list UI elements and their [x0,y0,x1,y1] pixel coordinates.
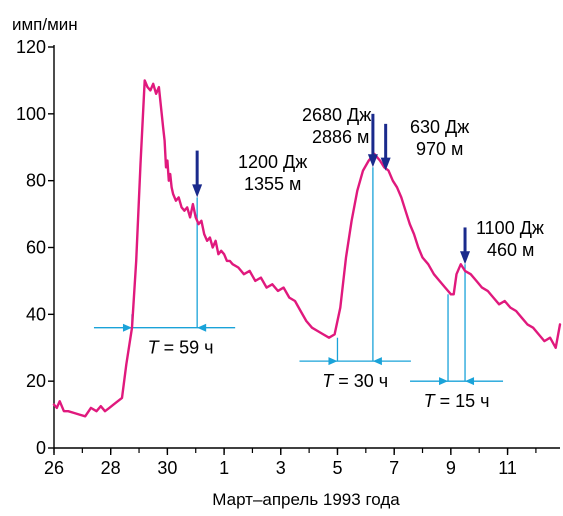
interval-3: T = 15 ч [410,294,504,411]
x-tick-label: 28 [101,458,121,478]
x-tick-label: 9 [446,458,456,478]
interval-guides: T = 59 ч T = 30 ч T = 15 ч [93,167,504,411]
interval-1: T = 59 ч [93,314,236,358]
event-arrow-head [460,251,471,265]
x-tick-label: 3 [276,458,286,478]
y-tick-label: 40 [26,304,46,324]
x-tick-label: 1 [219,458,229,478]
y-axis-unit-label: имп/мин [12,15,78,34]
y-tick-label: 120 [16,37,46,57]
interval-2: T = 30 ч [299,337,411,391]
interval-arrowhead [328,357,338,366]
annotation-depth: 460 м [487,240,534,260]
y-tick-label: 80 [26,171,46,191]
annotation-energy: 630 Дж [410,117,469,137]
series-line [52,79,562,418]
interval-label: T = 15 ч [424,391,490,411]
arrows [192,113,471,265]
interval-arrowhead [122,323,132,332]
x-tick-label: 26 [44,458,64,478]
annotation-depth: 970 м [416,139,463,159]
annotation-energy: 1200 Дж [238,152,307,172]
x-tick-label: 30 [157,458,177,478]
ylabel: имп/мин [12,15,78,34]
axes: 0 20 40 60 80 100 120 26 28 30 1 3 5 7 9 11 [16,37,560,478]
interval-arrowhead [197,323,207,332]
annotation-depth: 1355 м [244,174,301,194]
interval-arrowhead [372,357,382,366]
annotation-depth: 2886 м [312,127,369,147]
y-tick-label: 20 [26,371,46,391]
annotation-energy: 2680 Дж [302,105,371,125]
y-tick-label: 60 [26,238,46,258]
event-arrow-head [380,157,391,171]
interval-label: T = 30 ч [322,371,388,391]
y-tick-label: 0 [36,438,46,458]
interval-arrowhead [465,377,475,386]
x-tick-label: 5 [332,458,342,478]
x-tick-label: 11 [498,458,517,478]
event-arrow-head [192,184,203,198]
y-tick-label: 100 [16,104,46,124]
x-axis-label: Март–апрель 1993 года [212,490,400,509]
interval-label: T = 59 ч [148,338,214,358]
interval-arrowhead [439,377,449,386]
x-tick-label: 7 [389,458,399,478]
annotation-energy: 1100 Дж [476,218,544,238]
event-arrow-head [367,154,378,168]
